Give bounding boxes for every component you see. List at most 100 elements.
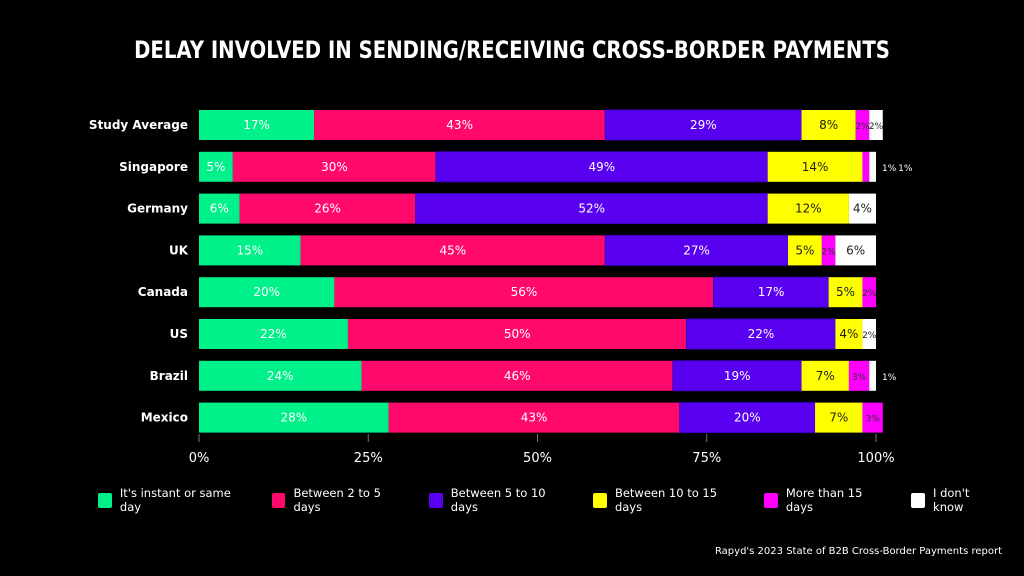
bar-segment <box>232 151 436 182</box>
bar-segment <box>685 318 836 350</box>
bar-segment <box>835 235 876 266</box>
data-label: 26% <box>314 202 341 216</box>
legend-swatch <box>428 492 443 508</box>
data-label: 50% <box>504 327 531 341</box>
tick-label: 100% <box>857 451 894 466</box>
bar-segment <box>415 193 769 225</box>
data-label: 2% <box>862 289 877 299</box>
data-label: 3% <box>865 415 880 425</box>
data-label: 20% <box>253 285 280 299</box>
bar-segment <box>767 151 863 182</box>
bar-segment <box>862 277 876 308</box>
data-label: 43% <box>521 411 548 425</box>
category-label: Canada <box>138 285 188 299</box>
bar-segment <box>199 277 335 308</box>
bar-segment <box>869 110 883 140</box>
data-label: 8% <box>819 118 838 132</box>
legend-swatch <box>271 492 286 508</box>
data-label: 6% <box>210 202 229 216</box>
data-label: 3% <box>852 373 867 383</box>
bar-segment <box>361 360 673 391</box>
bar-segment <box>604 234 789 266</box>
legend-label: I don't know <box>933 486 970 514</box>
data-label: 46% <box>504 369 531 383</box>
bar-segment <box>828 277 863 308</box>
tick-label: 25% <box>354 451 383 466</box>
data-label: 4% <box>853 202 872 216</box>
category-label: UK <box>169 243 189 257</box>
bar-segment <box>679 402 816 434</box>
data-label: 22% <box>260 327 287 341</box>
tick-label: 0% <box>189 451 210 466</box>
data-label: 2% <box>855 122 870 132</box>
bar-segment <box>855 110 870 140</box>
bar-segment <box>334 277 714 308</box>
data-label: 20% <box>734 411 761 425</box>
legend: It's instant or same day Between 2 to 5 d… <box>98 486 1024 514</box>
data-label: 19% <box>724 369 751 383</box>
data-label: 30% <box>321 160 348 174</box>
bar-segment <box>848 360 870 391</box>
data-label: 45% <box>440 243 467 257</box>
bar-segment <box>388 402 680 433</box>
data-label: 22% <box>748 327 775 341</box>
bar-segment <box>314 110 606 140</box>
data-label: 28% <box>280 411 307 425</box>
data-label: 12% <box>795 202 822 216</box>
data-label: 4% <box>839 327 858 341</box>
bar-segment <box>835 319 863 349</box>
data-label: 43% <box>446 118 473 132</box>
data-label: 1% <box>898 164 913 174</box>
bar-segment <box>347 319 687 349</box>
data-label: 2% <box>821 247 836 257</box>
bar-segment <box>815 402 863 433</box>
category-label: Brazil <box>150 369 188 383</box>
data-label: 5% <box>795 243 814 257</box>
data-label: 1% <box>882 164 897 174</box>
bar-segment <box>862 319 876 349</box>
data-label: 1% <box>882 373 897 383</box>
legend-label: Between 10 to 15 days <box>614 486 718 514</box>
legend-item: I don't know <box>911 486 998 514</box>
legend-swatch <box>98 492 112 508</box>
category-label: Mexico <box>141 411 188 425</box>
category-label: Singapore <box>119 160 188 174</box>
bar-segment <box>801 110 856 140</box>
data-label: 2% <box>869 122 884 132</box>
data-label: 5% <box>206 160 225 174</box>
data-label: 5% <box>836 285 855 299</box>
legend-label: It's instant or same day <box>119 486 231 514</box>
data-label: 14% <box>802 160 829 174</box>
bar-segment <box>787 235 822 266</box>
bar-segment <box>767 193 849 224</box>
category-label: Germany <box>127 202 188 216</box>
data-label: 2% <box>862 331 877 341</box>
legend-label: Between 2 to 5 days <box>293 486 381 514</box>
bar-segment <box>862 151 870 182</box>
bar-segment <box>199 360 362 391</box>
data-label: 17% <box>758 285 785 299</box>
data-label: 7% <box>816 369 835 383</box>
legend-label: Between 5 to 10 days <box>450 486 546 514</box>
category-label: US <box>170 327 188 341</box>
bar-segment <box>821 235 836 266</box>
bar-segment <box>801 360 849 391</box>
bar-segment <box>199 235 301 266</box>
legend-label: More than 15 days <box>785 486 863 514</box>
data-label: 29% <box>690 118 717 132</box>
bar-segment <box>862 402 883 433</box>
bar-segment <box>869 360 876 391</box>
legend-item: It's instant or same day <box>98 486 246 514</box>
data-label: 7% <box>829 411 848 425</box>
category-label: Study Average <box>89 118 188 132</box>
bar-segment <box>199 151 233 182</box>
bar-segment <box>713 276 830 308</box>
tick-label: 50% <box>523 451 552 466</box>
bar-segment <box>239 193 416 224</box>
legend-item: Between 5 to 10 days <box>428 486 567 514</box>
legend-swatch <box>911 492 926 508</box>
bar-segment <box>435 151 769 183</box>
bar-segment <box>199 402 389 433</box>
data-label: 6% <box>846 243 865 257</box>
data-label: 27% <box>683 243 710 257</box>
